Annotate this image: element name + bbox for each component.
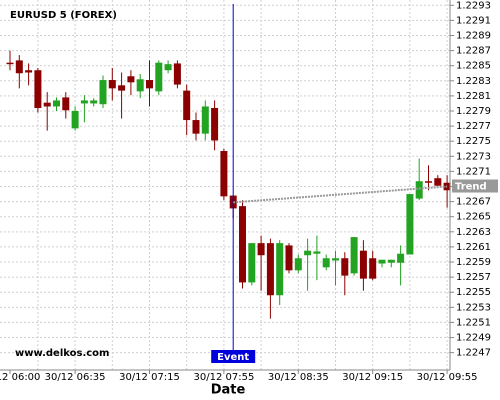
candle-body: [304, 250, 312, 256]
y-tick-label: 1.2287: [456, 46, 491, 57]
candle-body: [25, 70, 33, 73]
candle-body: [294, 258, 302, 271]
x-tick-label: 30/12 06:00: [0, 372, 40, 383]
candle-body: [34, 70, 42, 108]
y-tick-label: 1.2249: [456, 333, 491, 344]
candle-body: [15, 60, 23, 74]
candle-body: [108, 80, 116, 89]
candle-body: [43, 102, 51, 107]
y-tick-label: 1.2257: [456, 272, 491, 283]
candle-body: [406, 194, 414, 255]
candle-body: [211, 107, 219, 141]
y-tick-label: 1.2289: [456, 30, 491, 41]
candle-body: [183, 90, 191, 121]
candle-body: [257, 243, 265, 256]
y-tick-label: 1.2291: [456, 15, 491, 26]
candle-body: [350, 237, 358, 274]
candle-body: [248, 243, 256, 283]
candle-body: [369, 258, 377, 279]
y-tick-label: 1.2275: [456, 136, 491, 147]
candle-body: [425, 181, 432, 183]
trend-label-box: [452, 179, 498, 193]
y-tick-label: 1.2273: [456, 151, 491, 162]
candle-body: [387, 259, 395, 263]
y-tick-label: 1.2251: [456, 317, 491, 328]
candle-body: [276, 243, 284, 296]
candle-body: [146, 80, 153, 89]
y-tick-label: 1.2261: [456, 242, 491, 253]
candle-body: [118, 85, 126, 91]
candle-body: [80, 100, 88, 104]
candle-body: [71, 111, 79, 129]
candle-body: [434, 178, 442, 186]
y-tick-label: 1.2267: [456, 197, 491, 208]
x-tick-label: 30/12 09:15: [342, 372, 403, 383]
candle-body: [359, 250, 367, 279]
candle-body: [341, 258, 349, 276]
candle-body: [201, 106, 209, 134]
candle-body: [6, 62, 14, 65]
x-tick-label: 30/12 07:15: [119, 372, 180, 383]
candle-body: [322, 258, 330, 268]
candle-body: [239, 206, 246, 283]
y-tick-label: 1.2281: [456, 91, 491, 102]
candle-body: [443, 182, 451, 191]
y-tick-label: 1.2279: [456, 106, 491, 117]
candle-body: [90, 100, 98, 104]
candle-body: [378, 259, 386, 264]
candle-body: [155, 62, 163, 92]
event-label-box: [211, 350, 256, 363]
y-tick-label: 1.2263: [456, 227, 491, 238]
candle-body: [99, 80, 107, 105]
y-tick-label: 1.2259: [456, 257, 491, 268]
candle-body: [220, 151, 228, 197]
candle-body: [53, 100, 60, 107]
watermark: www.delkos.com: [15, 348, 109, 359]
y-tick-label: 1.2283: [456, 76, 491, 87]
trend-line: [233, 185, 448, 204]
x-axis-title: Date: [211, 383, 246, 398]
candle-body: [397, 253, 405, 263]
candle-body: [266, 243, 274, 296]
candle-body: [62, 97, 70, 111]
candle-body: [415, 181, 423, 199]
y-tick-label: 1.2277: [456, 121, 491, 132]
y-tick-label: 1.2285: [456, 61, 491, 72]
marks-layer: [6, 4, 451, 351]
y-tick-label: 1.2265: [456, 212, 491, 223]
chart-title: EURUSD 5 (FOREX): [10, 10, 117, 21]
candle-body: [136, 79, 144, 92]
x-tick-label: 30/12 07:55: [193, 372, 254, 383]
candle-body: [332, 258, 339, 261]
candle-body: [164, 64, 172, 71]
y-tick-label: 1.2255: [456, 287, 491, 298]
y-tick-label: 1.2271: [456, 166, 491, 177]
candle-body: [127, 76, 135, 83]
x-tick-label: 30/12 09:55: [417, 372, 478, 383]
grid-layer: [0, 0, 450, 370]
y-tick-label: 1.2253: [456, 302, 491, 313]
y-tick-label: 1.2247: [456, 348, 491, 359]
candle-body: [173, 63, 181, 85]
candle-body: [285, 245, 293, 271]
y-tick-label: 1.2293: [456, 0, 491, 11]
candle-body: [192, 120, 200, 134]
trend-label: Trend: [455, 182, 487, 193]
x-tick-label: 30/12 06:35: [45, 372, 106, 383]
candle-body: [313, 251, 321, 254]
event-label: Event: [217, 352, 249, 363]
x-tick-label: 30/12 08:35: [268, 372, 329, 383]
